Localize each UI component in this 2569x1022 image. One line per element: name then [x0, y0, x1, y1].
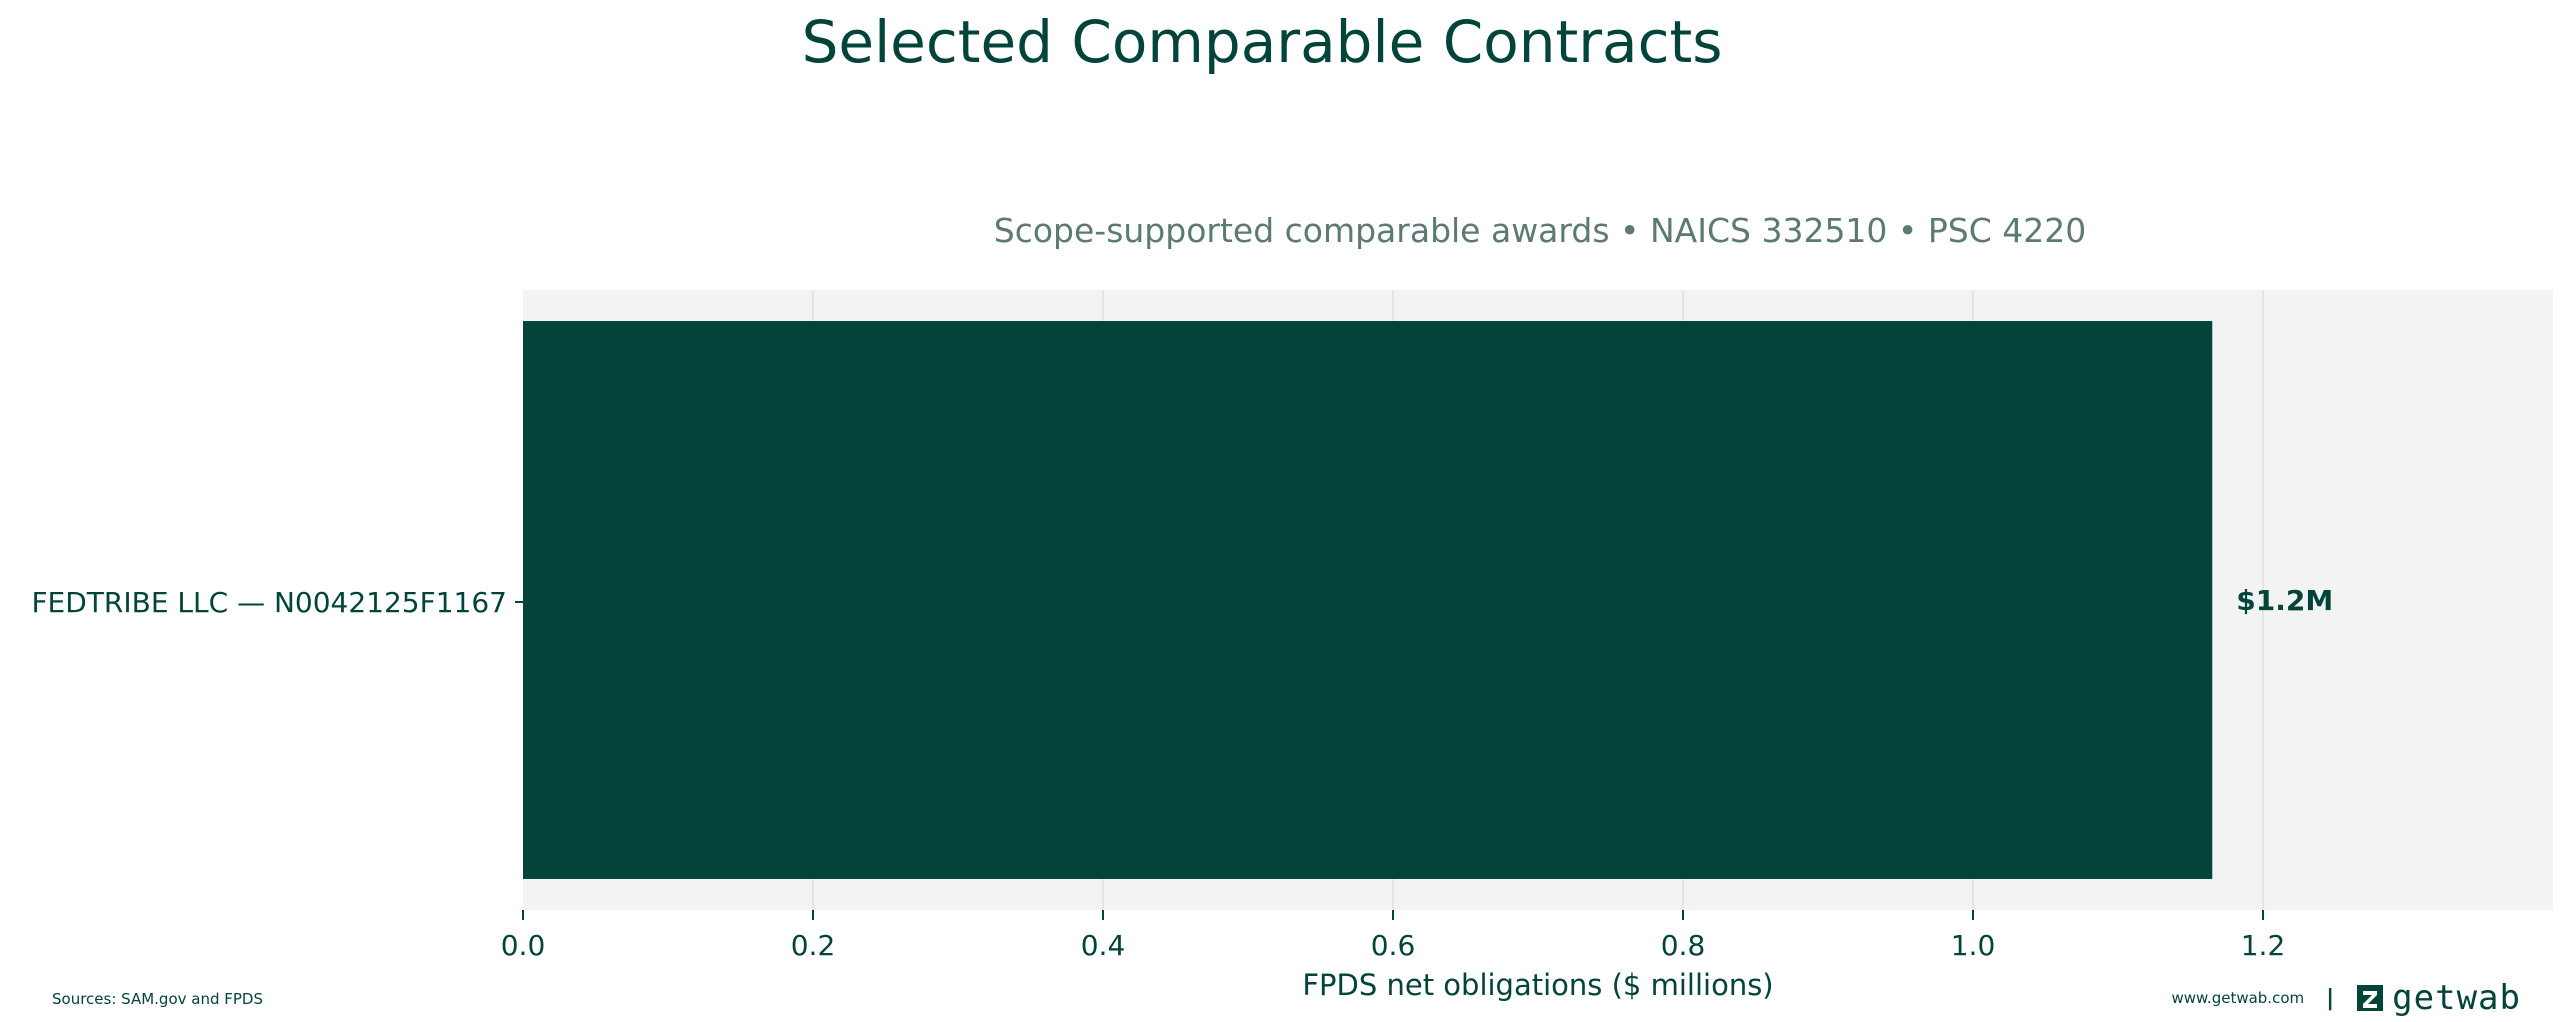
brand-logo: getwab [2356, 978, 2521, 1018]
y-category-label: FEDTRIBE LLC — N0042125F1167 [31, 586, 507, 619]
brand-name: getwab [2392, 978, 2521, 1018]
x-tick-label: 1.2 [2241, 929, 2286, 962]
x-tick-label: 0.0 [501, 929, 546, 962]
bar-value-label: $1.2M [2236, 584, 2333, 617]
x-axis-label: FPDS net obligations ($ millions) [1302, 968, 1773, 1002]
data-labels: $1.2M [2236, 584, 2333, 617]
getwab-logo-icon [2357, 985, 2384, 1011]
x-tick-label: 0.8 [1661, 929, 1706, 962]
chart-subtitle: Scope-supported comparable awards • NAIC… [994, 211, 2086, 250]
bar [523, 321, 2213, 879]
chart-title: Selected Comparable Contracts [802, 8, 1723, 76]
x-tick-label: 0.6 [1371, 929, 1416, 962]
x-axis: 0.0 0.2 0.4 0.6 0.8 1.0 1.2 [501, 910, 2286, 962]
x-tick-label: 0.4 [1081, 929, 1126, 962]
footer-separator: | [2326, 985, 2335, 1011]
sources-note: Sources: SAM.gov and FPDS [52, 990, 264, 1008]
footer-branding: www.getwab.com | getwab [2172, 978, 2522, 1018]
y-axis: FEDTRIBE LLC — N0042125F1167 [31, 586, 523, 619]
website-link[interactable]: www.getwab.com [2171, 989, 2305, 1007]
x-tick-label: 1.0 [1951, 929, 1996, 962]
x-tick-label: 0.2 [791, 929, 836, 962]
bars [523, 321, 2213, 879]
